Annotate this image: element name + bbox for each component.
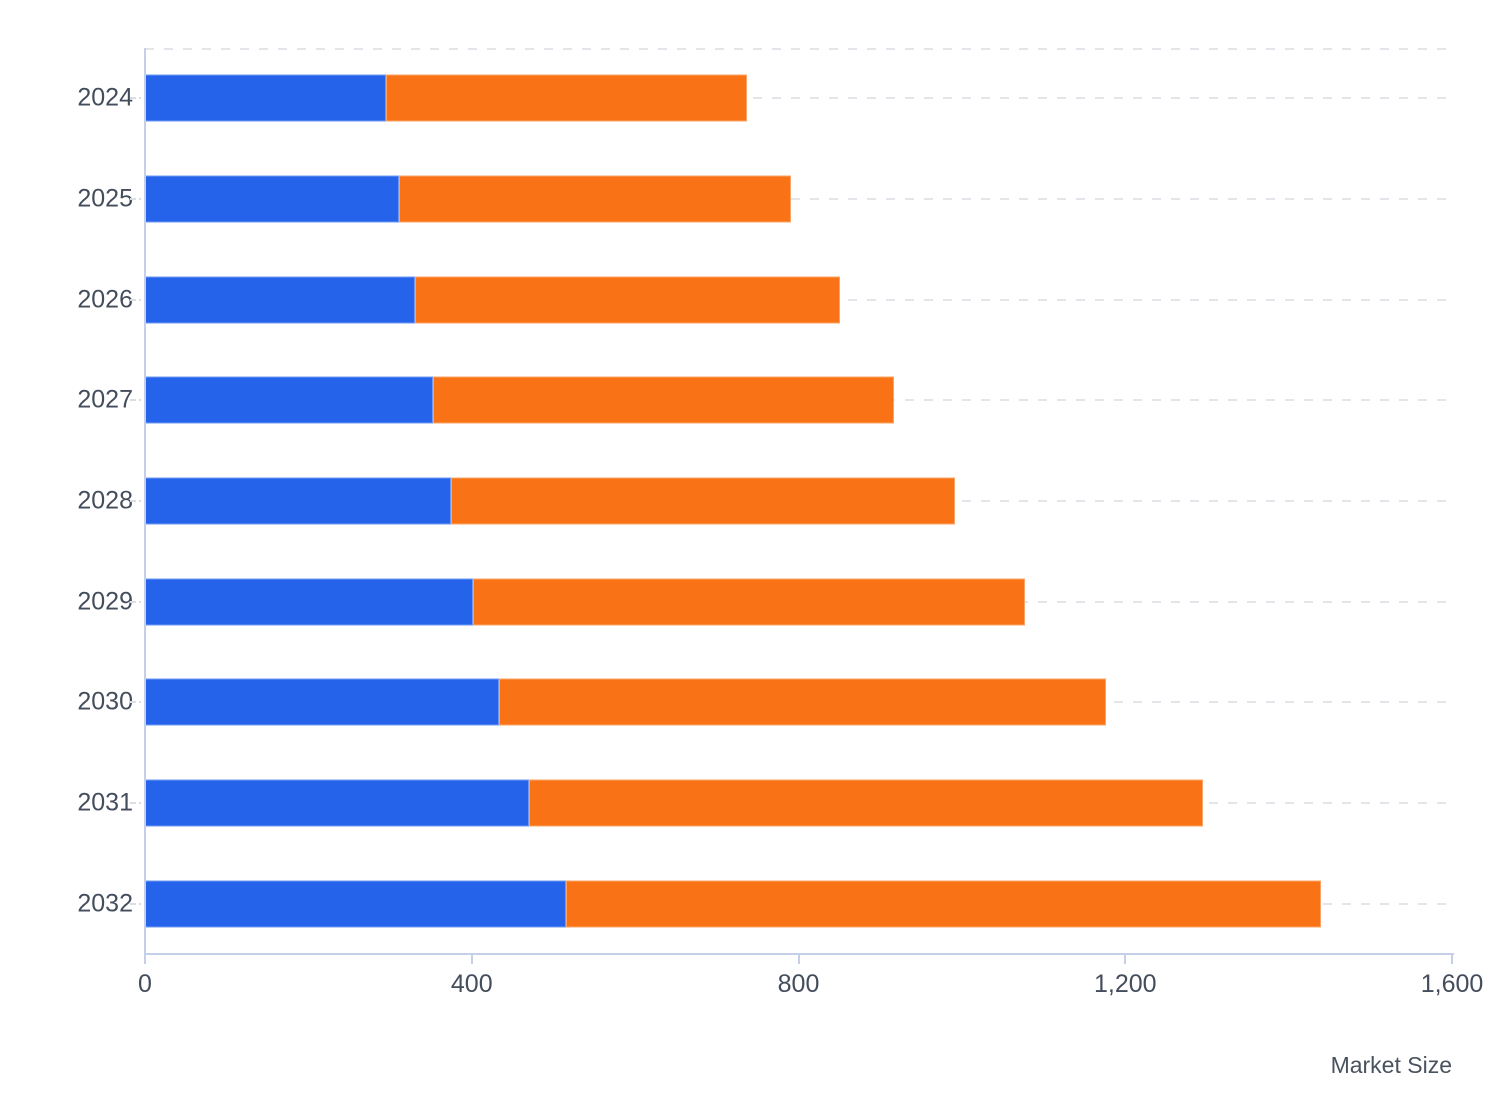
x-tick-label-800: 800 — [777, 970, 820, 998]
y-tick-label-2030: 2030 — [77, 687, 133, 716]
y-tick-mark-2032 — [130, 902, 141, 905]
bar-segment-segment-blue-2026[interactable] — [145, 276, 416, 324]
x-tick-mark-800 — [797, 953, 800, 964]
bar-2029[interactable] — [145, 578, 1025, 626]
bar-segment-segment-blue-2028[interactable] — [145, 477, 452, 525]
y-tick-label-2029: 2029 — [77, 587, 133, 616]
bar-segment-segment-orange-2031[interactable] — [528, 779, 1203, 827]
bar-2027[interactable] — [145, 376, 895, 424]
y-tick-mark-2030 — [130, 701, 141, 704]
bar-segment-segment-blue-2024[interactable] — [145, 74, 386, 122]
y-tick-label-2025: 2025 — [77, 184, 133, 213]
bar-2024[interactable] — [145, 74, 748, 122]
bar-segment-segment-orange-2025[interactable] — [399, 175, 792, 223]
gridline-2024 — [145, 97, 1452, 100]
y-tick-mark-2025 — [130, 198, 141, 200]
bar-segment-segment-orange-2027[interactable] — [432, 376, 895, 424]
bar-2030[interactable] — [145, 678, 1106, 726]
bar-2031[interactable] — [145, 779, 1203, 827]
y-tick-mark-2029 — [130, 600, 141, 603]
x-tick-mark-0 — [144, 953, 146, 964]
bar-segment-segment-orange-2030[interactable] — [498, 678, 1106, 726]
x-tick-label-1,200: 1,200 — [1093, 970, 1157, 998]
bar-segment-segment-orange-2024[interactable] — [385, 74, 748, 122]
bar-segment-segment-blue-2029[interactable] — [145, 578, 474, 626]
y-tick-mark-2024 — [130, 97, 141, 100]
x-axis-title: Market Size — [1330, 1052, 1452, 1078]
y-tick-mark-2028 — [130, 500, 141, 502]
gridline-top — [145, 48, 1452, 50]
bar-segment-segment-orange-2029[interactable] — [473, 578, 1025, 626]
y-tick-label-2032: 2032 — [77, 889, 133, 918]
plot-area — [145, 48, 1452, 954]
bar-2026[interactable] — [145, 276, 841, 324]
y-tick-mark-2031 — [130, 802, 141, 804]
bar-2032[interactable] — [145, 880, 1322, 928]
gridline-2025 — [145, 197, 1452, 200]
bar-segment-segment-orange-2026[interactable] — [415, 276, 841, 324]
x-tick-mark-1,600 — [1451, 953, 1453, 964]
y-tick-label-2027: 2027 — [77, 385, 133, 414]
y-tick-label-2024: 2024 — [77, 83, 133, 112]
bar-segment-segment-blue-2030[interactable] — [145, 678, 499, 726]
y-tick-mark-2027 — [130, 399, 141, 402]
x-tick-label-1,600: 1,600 — [1420, 970, 1484, 998]
bar-segment-segment-blue-2027[interactable] — [145, 376, 433, 424]
y-tick-label-2026: 2026 — [77, 285, 133, 314]
y-tick-label-2031: 2031 — [77, 788, 133, 817]
x-tick-label-0: 0 — [138, 970, 152, 998]
y-axis-labels: 2024 2025 2026 2027 2028 2029 2030 2031 2032 — [0, 48, 133, 954]
x-tick-label-400: 400 — [450, 970, 493, 998]
bar-segment-segment-blue-2031[interactable] — [145, 779, 529, 827]
y-tick-label-2028: 2028 — [77, 486, 133, 515]
x-tick-mark-400 — [470, 953, 473, 964]
bar-segment-segment-orange-2032[interactable] — [565, 880, 1322, 928]
bar-2028[interactable] — [145, 477, 955, 525]
bar-segment-segment-orange-2028[interactable] — [451, 477, 955, 525]
bar-2025[interactable] — [145, 175, 792, 223]
y-axis-line — [144, 48, 146, 956]
x-tick-mark-1,200 — [1124, 953, 1127, 964]
y-tick-mark-2026 — [130, 298, 141, 301]
bar-segment-segment-blue-2032[interactable] — [145, 880, 566, 928]
bar-segment-segment-blue-2025[interactable] — [145, 175, 400, 223]
